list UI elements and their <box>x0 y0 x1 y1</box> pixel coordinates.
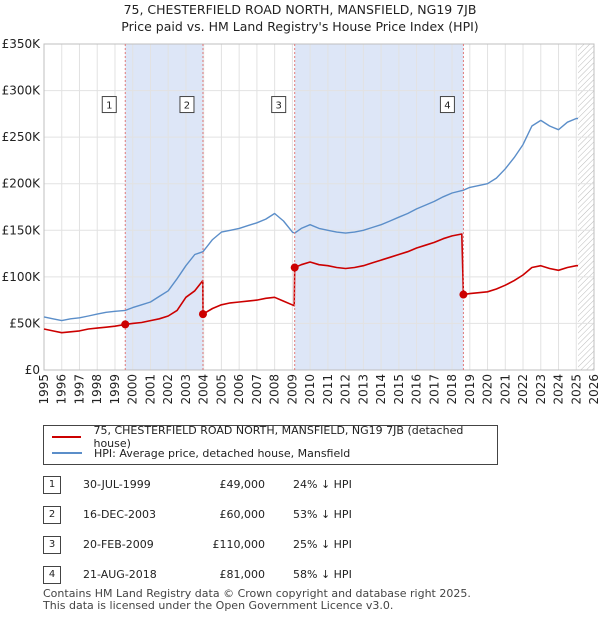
sale-label-number: 1 <box>106 101 112 112</box>
x-tick-label: 2023 <box>534 374 548 405</box>
x-tick-label: 2008 <box>268 374 282 405</box>
x-tick-label: 2014 <box>374 374 388 405</box>
x-tick-label: 2009 <box>285 374 299 405</box>
x-tick-label: 2025 <box>569 374 583 405</box>
x-tick-label: 2001 <box>143 374 157 405</box>
x-tick-label: 1997 <box>72 374 86 405</box>
legend-swatch-property <box>52 436 82 438</box>
row-number-badge: 2 <box>43 506 61 524</box>
row-date: 16-DEC-2003 <box>83 508 157 521</box>
table-row: 4 21-AUG-2018 £81,000 58% ↓ HPI <box>43 566 443 586</box>
sale-label-box <box>101 96 117 114</box>
x-tick-label: 2016 <box>410 374 424 405</box>
x-tick-label: 2004 <box>197 374 211 405</box>
sale-point <box>121 320 130 329</box>
table-row: 1 30-JUL-1999 £49,000 24% ↓ HPI <box>43 476 443 496</box>
sale-point <box>290 263 299 272</box>
legend-swatch-hpi <box>52 452 82 454</box>
x-tick-label: 1998 <box>90 374 104 405</box>
x-tick-label: 2013 <box>356 374 370 405</box>
row-number-badge: 1 <box>43 476 61 494</box>
sale-point <box>459 290 468 299</box>
legend-label-property: 75, CHESTERFIELD ROAD NORTH, MANSFIELD, … <box>93 424 464 450</box>
sale-label-box <box>439 96 455 114</box>
legend-item-hpi: HPI: Average price, detached house, Mans… <box>52 445 350 461</box>
x-tick-label: 2002 <box>161 374 175 405</box>
x-tick-label: 2021 <box>498 374 512 405</box>
y-tick-label: £350K <box>2 37 42 51</box>
sale-label-box <box>179 96 195 114</box>
hpi-series-line <box>43 117 578 322</box>
x-tick-label: 2010 <box>303 374 317 405</box>
x-tick-label: 2007 <box>250 374 264 405</box>
x-tick-label: 1995 <box>37 374 51 405</box>
forecast-hatch <box>578 44 594 370</box>
row-number-badge: 3 <box>43 536 61 554</box>
row-hpi-delta: 53% ↓ HPI <box>293 508 352 521</box>
x-tick-label: 2018 <box>445 374 459 405</box>
x-tick-label: 2022 <box>516 374 530 405</box>
y-tick-label: £300K <box>2 84 42 98</box>
x-tick-label: 2017 <box>427 374 441 405</box>
x-tick-label: 2015 <box>392 374 406 405</box>
x-tick-label: 2003 <box>179 374 193 405</box>
x-tick-label: 2000 <box>126 374 140 405</box>
table-row: 2 16-DEC-2003 £60,000 53% ↓ HPI <box>43 506 443 526</box>
row-hpi-delta: 25% ↓ HPI <box>293 538 352 551</box>
y-tick-label: £150K <box>2 223 42 237</box>
x-tick-label: 2006 <box>232 374 246 405</box>
price-chart: £0 £50K £100K £150K £200K £250K £300K £350K 1995… <box>2 37 600 405</box>
chart-subtitle: Price paid vs. HM Land Registry's House … <box>121 19 479 34</box>
row-hpi-delta: 58% ↓ HPI <box>293 568 352 581</box>
sale-label-number: 3 <box>276 101 282 112</box>
x-tick-label: 2020 <box>481 374 495 405</box>
licence-line: This data is licensed under the Open Gov… <box>43 599 394 612</box>
y-tick-label: £100K <box>2 270 42 284</box>
y-tick-label: £200K <box>2 177 42 191</box>
plot-frame <box>43 43 595 371</box>
x-tick-label: 1999 <box>108 374 122 405</box>
table-row: 3 20-FEB-2009 £110,000 25% ↓ HPI <box>43 536 443 556</box>
sale-label-number: 2 <box>184 101 190 112</box>
row-number-badge: 4 <box>43 566 61 584</box>
legend-item-property: 75, CHESTERFIELD ROAD NORTH, MANSFIELD, … <box>52 424 497 450</box>
row-date: 21-AUG-2018 <box>83 568 157 581</box>
x-tick-label: 2005 <box>214 374 228 405</box>
copyright-line: Contains HM Land Registry data © Crown c… <box>43 587 471 600</box>
y-tick-label: £50K <box>9 316 41 330</box>
row-price: £110,000 <box>212 538 266 551</box>
x-tick-label: 1996 <box>55 374 69 405</box>
row-date: 30-JUL-1999 <box>83 478 151 491</box>
shaded-period <box>294 44 464 370</box>
row-price: £81,000 <box>219 568 266 581</box>
sale-label-number: 4 <box>444 101 450 112</box>
legend-label-hpi: HPI: Average price, detached house, Mans… <box>94 446 351 460</box>
sale-label-box <box>271 96 287 114</box>
x-tick-label: 2024 <box>552 374 566 405</box>
sale-point <box>198 310 207 319</box>
y-tick-label: £0 <box>25 363 40 377</box>
row-price: £49,000 <box>219 478 266 491</box>
x-tick-label: 2019 <box>463 374 477 405</box>
property-series-line <box>43 233 578 334</box>
x-tick-label: 2012 <box>339 374 353 405</box>
row-price: £60,000 <box>219 508 266 521</box>
x-tick-label: 2011 <box>321 374 335 405</box>
chart-title: 75, CHESTERFIELD ROAD NORTH, MANSFIELD, … <box>123 2 477 17</box>
x-tick-label: 2026 <box>587 374 600 405</box>
y-tick-label: £250K <box>2 130 42 144</box>
legend: 75, CHESTERFIELD ROAD NORTH, MANSFIELD, … <box>43 424 498 465</box>
footer: Contains HM Land Registry data © Crown c… <box>43 588 471 612</box>
row-hpi-delta: 24% ↓ HPI <box>293 478 352 491</box>
row-date: 20-FEB-2009 <box>83 538 154 551</box>
shaded-period <box>125 44 203 370</box>
